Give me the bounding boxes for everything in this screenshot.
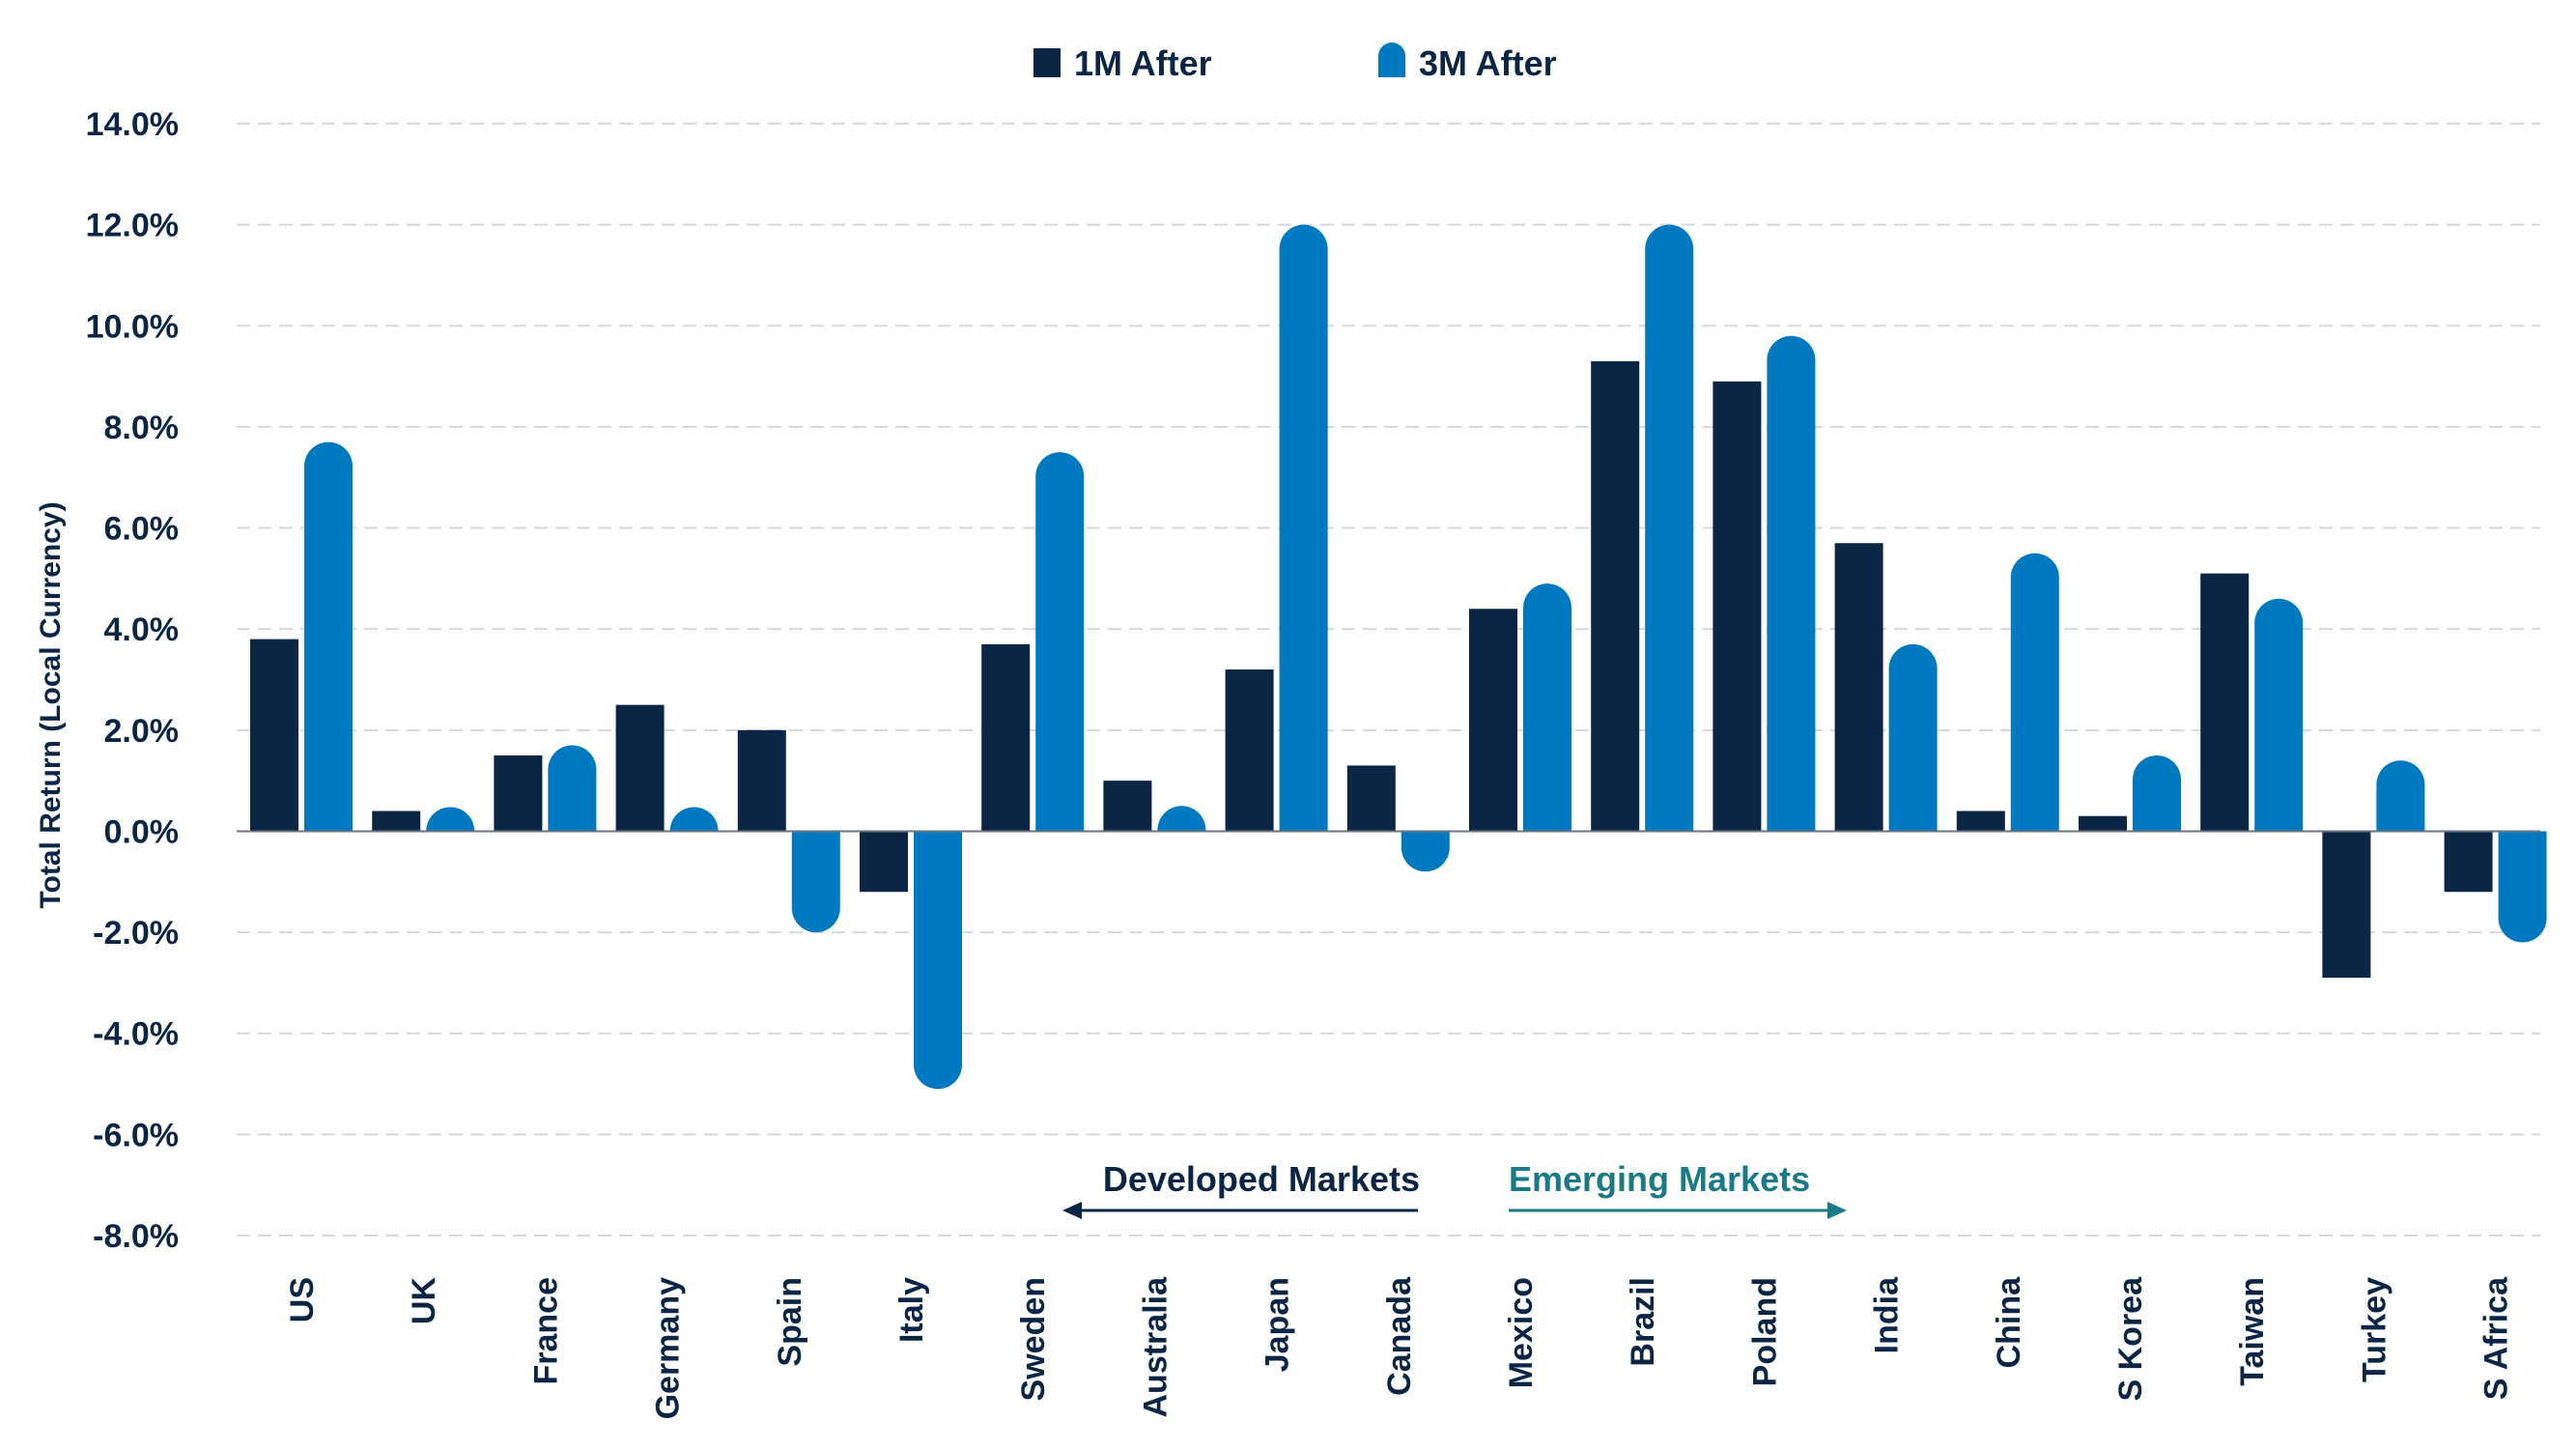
- bar-3m-turkey: [2376, 760, 2425, 832]
- x-category-label: Brazil: [1625, 1277, 1661, 1367]
- bar-1m-spain: [737, 729, 786, 832]
- bar-3m-s-korea: [2133, 754, 2181, 832]
- bar-3m-canada: [1401, 831, 1450, 872]
- y-tick-label: -4.0%: [93, 1016, 179, 1053]
- bar-1m-sweden: [981, 643, 1031, 832]
- x-category-label: UK: [406, 1277, 442, 1325]
- x-category-label: Canada: [1381, 1276, 1418, 1396]
- bar-3m-italy: [914, 831, 962, 1090]
- x-category-label: China: [1991, 1276, 2027, 1369]
- x-category-label: France: [527, 1277, 564, 1385]
- x-category-label: Japan: [1260, 1277, 1296, 1372]
- bar-3m-s-africa: [2498, 831, 2547, 943]
- x-category-label: S Africa: [2478, 1276, 2515, 1400]
- bar-3m-mexico: [1523, 583, 1571, 832]
- bar-1m-germany: [615, 704, 665, 832]
- legend-label: 1M After: [1074, 43, 1212, 83]
- x-category-label: Turkey: [2356, 1277, 2392, 1382]
- bar-3m-australia: [1157, 806, 1206, 832]
- bar-3m-taiwan: [2254, 598, 2304, 832]
- y-tick-label: -6.0%: [93, 1117, 179, 1153]
- x-category-label: Sweden: [1015, 1277, 1052, 1401]
- legend: 1M After 3M After: [1033, 43, 1557, 83]
- y-tick-label: 10.0%: [86, 308, 179, 345]
- bar-1m-s-korea: [2079, 815, 2127, 832]
- x-category-label: Spain: [772, 1277, 808, 1367]
- bar-3m-china: [2010, 553, 2059, 832]
- y-tick-label: 8.0%: [104, 410, 180, 446]
- left-arrowhead-icon: [1062, 1202, 1082, 1219]
- bar-1m-uk: [372, 810, 421, 832]
- legend-label: 3M After: [1419, 43, 1557, 83]
- x-category-label: India: [1869, 1276, 1906, 1353]
- bar-1m-canada: [1346, 765, 1396, 832]
- gridlines: [237, 123, 2540, 1237]
- x-category-label: S Korea: [2112, 1276, 2149, 1402]
- bar-1m-mexico: [1469, 609, 1517, 832]
- x-category-label: Germany: [650, 1277, 687, 1419]
- x-category-label: Mexico: [1503, 1277, 1540, 1388]
- legend-swatch-1m: [1033, 48, 1061, 77]
- right-arrowhead-icon: [1827, 1202, 1847, 1219]
- y-tick-label: 14.0%: [86, 106, 179, 143]
- bar-3m-sweden: [1035, 452, 1085, 832]
- bar-1m-italy: [860, 831, 908, 893]
- bar-1m-brazil: [1591, 360, 1640, 832]
- y-tick-label: -2.0%: [93, 915, 179, 952]
- bar-3m-india: [1888, 643, 1938, 832]
- bar-1m-s-africa: [2444, 831, 2493, 893]
- bar-1m-taiwan: [2200, 573, 2250, 832]
- bar-3m-brazil: [1645, 224, 1694, 832]
- x-category-label: Taiwan: [2234, 1277, 2271, 1386]
- bar-1m-france: [494, 754, 543, 832]
- y-axis-title: Total Return (Local Currency): [35, 501, 67, 908]
- bar-1m-poland: [1713, 381, 1762, 832]
- bar-3m-france: [548, 745, 597, 832]
- bar-3m-japan: [1279, 224, 1328, 832]
- developed-markets-label: Developed Markets: [1103, 1159, 1420, 1199]
- bar-3m-germany: [669, 807, 719, 832]
- bar-1m-india: [1834, 543, 1883, 832]
- bar-3m-spain: [791, 831, 840, 933]
- market-annotations: Developed Markets Emerging Markets: [1062, 1159, 1847, 1219]
- bar-3m-us: [304, 441, 353, 832]
- x-category-label: US: [284, 1277, 321, 1322]
- bar-3m-uk: [426, 807, 475, 832]
- bars: [250, 224, 2547, 1090]
- bar-1m-us: [250, 639, 298, 832]
- y-tick-label: -8.0%: [93, 1218, 179, 1255]
- x-axis-categories: US UK France Germany Spain Italy Sweden Austral…: [284, 1276, 2515, 1419]
- y-tick-label: 0.0%: [104, 813, 180, 850]
- bar-1m-japan: [1225, 669, 1274, 832]
- bar-1m-china: [1956, 810, 2005, 832]
- x-category-label: Italy: [893, 1277, 930, 1343]
- emerging-markets-label: Emerging Markets: [1509, 1159, 1810, 1199]
- y-axis-ticks: 14.0% 12.0% 10.0% 8.0% 6.0% 4.0% 2.0% 0.0% -2.0%…: [86, 106, 179, 1255]
- legend-swatch-3m: [1378, 43, 1405, 77]
- y-tick-label: 2.0%: [104, 713, 180, 750]
- x-category-label: Poland: [1746, 1277, 1783, 1386]
- bar-1m-turkey: [2322, 831, 2371, 979]
- y-tick-label: 12.0%: [86, 208, 179, 244]
- x-category-label: Australia: [1137, 1276, 1174, 1418]
- y-tick-label: 6.0%: [104, 511, 180, 548]
- y-tick-label: 4.0%: [104, 611, 180, 648]
- bar-1m-australia: [1103, 781, 1152, 832]
- bar-3m-poland: [1767, 335, 1816, 832]
